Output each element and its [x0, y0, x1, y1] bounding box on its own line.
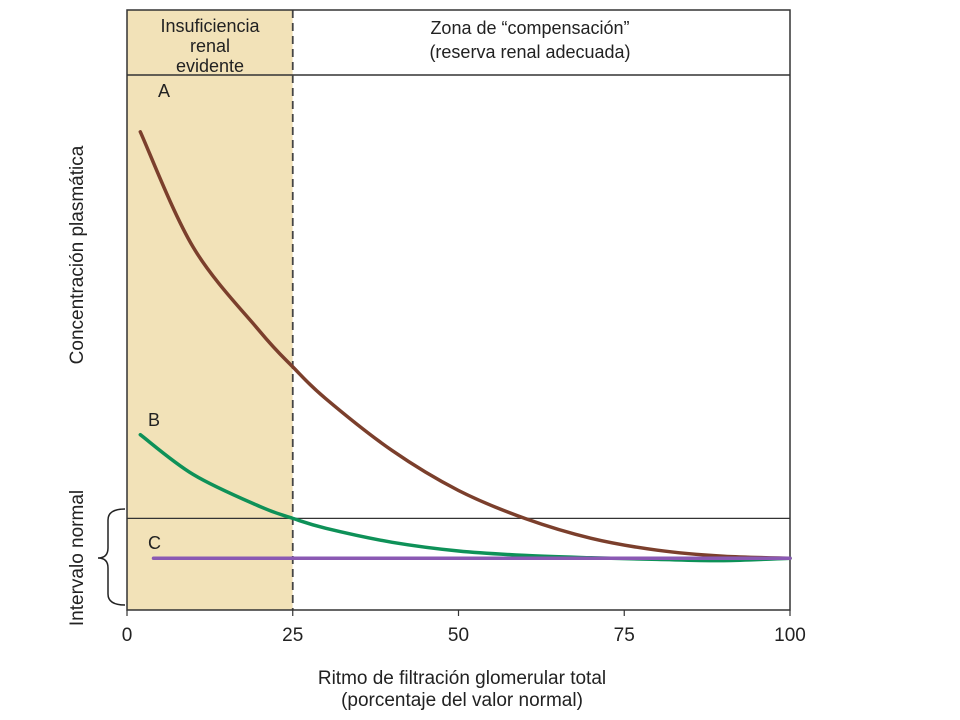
series-line-a: [138, 130, 792, 560]
zone-insufficiency-label-3: evidente: [176, 56, 244, 76]
series-label-c: C: [148, 533, 161, 553]
x-tick-label: 100: [774, 625, 806, 646]
zone-insufficiency: [127, 10, 293, 610]
normal-range-brace: [97, 508, 126, 606]
zone-compensation-label-2: (reserva renal adecuada): [429, 42, 630, 62]
zone-insufficiency-label-2: renal: [190, 36, 230, 56]
x-tick-label: 50: [448, 625, 469, 646]
x-axis-title-2: (porcentaje del valor normal): [341, 690, 583, 711]
zone-insufficiency-label-1: Insuficiencia: [160, 16, 260, 36]
series-group: [138, 130, 792, 563]
y-axis-title: Concentración plasmática: [67, 145, 88, 364]
series-label-b: B: [148, 410, 160, 430]
zone-compensation-label-1: Zona de “compensación”: [430, 18, 629, 38]
x-axis-ticks: 0 25 50 75 100: [122, 610, 806, 646]
series-label-a: A: [158, 81, 170, 101]
x-tick-label: 0: [122, 625, 133, 646]
x-tick-label: 25: [282, 625, 303, 646]
x-tick-label: 75: [614, 625, 635, 646]
x-axis-title-1: Ritmo de filtración glomerular total: [318, 668, 606, 689]
zone-compensation: [292, 10, 790, 610]
y-normal-range-label: Intervalo normal: [67, 490, 88, 626]
